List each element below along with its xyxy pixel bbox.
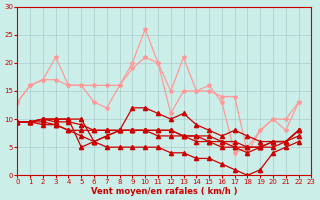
X-axis label: Vent moyen/en rafales ( km/h ): Vent moyen/en rafales ( km/h ) — [91, 187, 238, 196]
